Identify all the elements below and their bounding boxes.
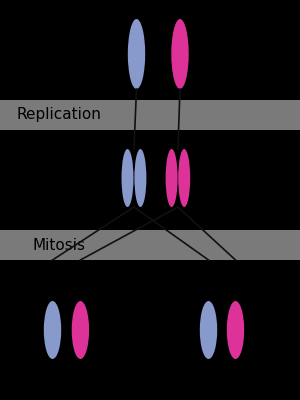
Ellipse shape xyxy=(72,301,89,359)
Bar xyxy=(0,100,300,130)
Ellipse shape xyxy=(44,301,61,359)
Ellipse shape xyxy=(178,149,190,207)
Ellipse shape xyxy=(200,301,217,359)
Ellipse shape xyxy=(166,149,178,207)
Bar xyxy=(0,230,300,260)
Ellipse shape xyxy=(128,19,145,89)
Ellipse shape xyxy=(134,149,146,207)
Text: Mitosis: Mitosis xyxy=(32,238,85,252)
Ellipse shape xyxy=(171,19,189,89)
Ellipse shape xyxy=(122,149,134,207)
Text: Replication: Replication xyxy=(16,108,101,122)
Ellipse shape xyxy=(227,301,244,359)
